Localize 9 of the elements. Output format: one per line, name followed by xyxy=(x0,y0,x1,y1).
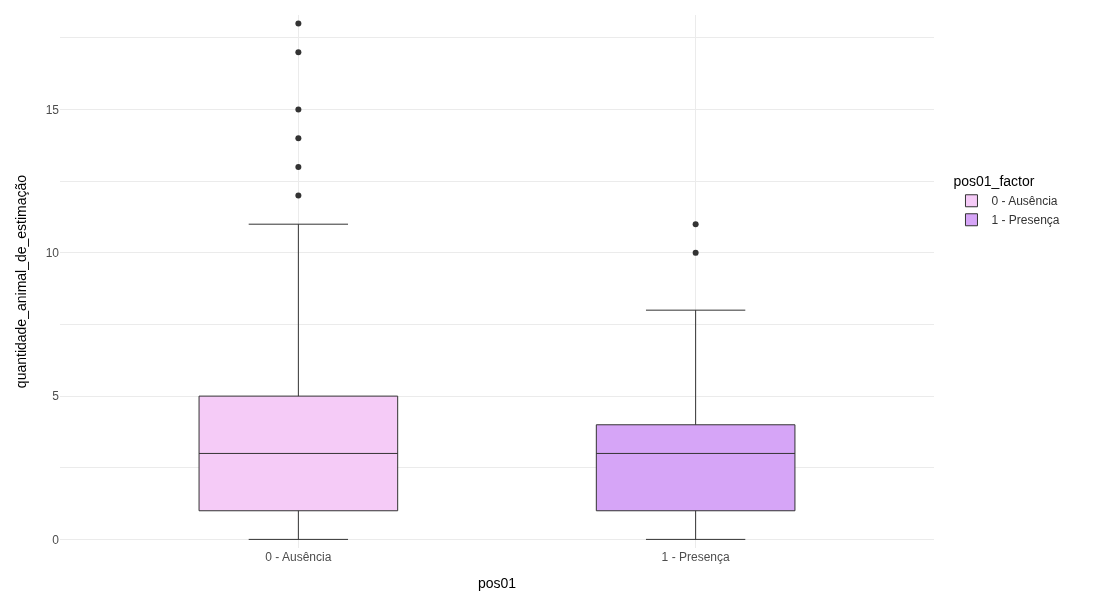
legend-label: 1 - Presença xyxy=(991,213,1060,228)
legend-label: 0 - Ausência xyxy=(991,194,1058,209)
y-tick-label: 5 xyxy=(52,389,60,404)
legend-title: pos01_factor xyxy=(953,173,1035,190)
y-tick-label: 10 xyxy=(45,246,60,261)
y-tick-label: 0 xyxy=(52,532,60,547)
x-axis-title: pos01 xyxy=(477,575,517,592)
y-tick-label: 15 xyxy=(45,102,60,117)
y-axis-title: quantidade_animal_de_estimação xyxy=(13,174,30,389)
